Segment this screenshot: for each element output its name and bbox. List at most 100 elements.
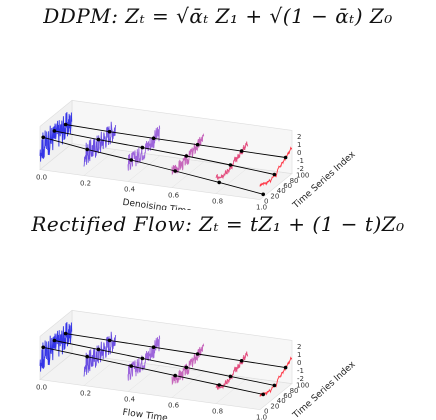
x-axis-label: Flow Time: [122, 408, 169, 420]
trajectory-point: [107, 129, 112, 134]
trajectory-point: [52, 338, 57, 343]
x-tick-label: 0.6: [168, 192, 180, 200]
time-series-curve: [171, 342, 205, 386]
y-tick-label: 0: [264, 408, 268, 416]
trajectory-point: [239, 359, 244, 363]
z-tick-label: 1: [297, 351, 301, 359]
y-tick-label: 60: [283, 392, 292, 400]
y-tick-label: 60: [283, 182, 292, 190]
time-series-curve: [39, 111, 73, 162]
trajectory-point: [41, 135, 45, 140]
trajectory-point: [96, 347, 101, 352]
trajectory-point: [272, 172, 277, 177]
x-tick-label: 0.8: [212, 408, 223, 416]
x-tick-label: 0.2: [80, 180, 91, 188]
x-tick-label: 0.8: [212, 198, 223, 206]
z-tick-label: 2: [297, 133, 301, 141]
time-series-curve: [83, 121, 117, 167]
trajectory-line: [54, 340, 275, 386]
rectified-flow-panel: Rectified Flow: Zₜ = tZ₁ + (1 − t)Z₀ 0.0…: [0, 210, 436, 420]
z-tick-label: 0: [297, 149, 301, 157]
trajectory-point: [283, 155, 288, 160]
trajectory-point: [195, 352, 200, 356]
z-tick-label: 1: [297, 141, 301, 149]
trajectory-point: [96, 137, 101, 142]
trajectory-point: [151, 345, 156, 349]
x-tick-label: 1.0: [256, 414, 267, 420]
trajectory-point: [173, 169, 177, 173]
trajectory-point: [239, 149, 244, 153]
x-tick-label: 0.4: [124, 396, 136, 404]
trajectory-point: [85, 147, 89, 152]
trajectory-point: [217, 383, 221, 387]
time-series-curve: [171, 132, 205, 176]
trajectory-point: [63, 122, 68, 127]
trajectory-point: [173, 373, 177, 378]
trajectory-point: [195, 142, 200, 147]
floor-grid-line: [215, 377, 249, 404]
ddpm-3d-plot: 0.00.20.40.60.81.0020406080100210-1-2Den…: [36, 99, 358, 210]
trajectory-point: [63, 331, 68, 336]
trajectory-line: [43, 346, 264, 395]
trajectory-point: [272, 383, 277, 388]
time-series-curve: [83, 331, 117, 377]
trajectory-point: [283, 365, 288, 370]
trajectory-point: [85, 354, 89, 359]
z-tick-label: -2: [297, 375, 304, 383]
y-tick-label: 0: [264, 198, 268, 206]
trajectory-point: [107, 338, 112, 343]
floor-grid-line: [259, 383, 293, 410]
z-tick-label: 2: [297, 343, 301, 351]
z-tick-label: -1: [297, 367, 304, 375]
trajectory-line: [43, 136, 264, 195]
floor-grid-line: [39, 353, 73, 380]
floor-grid-line: [259, 173, 293, 200]
trajectory-point: [228, 163, 233, 167]
y-tick-label: 80: [290, 177, 299, 185]
x-axis-label: Denoising Time: [122, 198, 193, 210]
trajectory-line: [65, 333, 286, 369]
y-tick-label: 20: [270, 402, 279, 410]
trajectory-point: [129, 158, 133, 162]
trajectory-point: [151, 136, 156, 141]
floor-grid-line: [83, 359, 117, 386]
x-tick-label: 0.2: [80, 390, 91, 398]
rectified-flow-equation: Rectified Flow: Zₜ = tZ₁ + (1 − t)Z₀: [31, 212, 405, 236]
trajectory-point: [228, 374, 233, 379]
trajectory-line: [65, 124, 286, 158]
trajectory-point: [41, 345, 45, 350]
y-tick-label: 20: [270, 192, 279, 200]
x-tick-label: 0.6: [168, 402, 180, 410]
rectified-flow-3d-plot: 0.00.20.40.60.81.0020406080100210-1-2Flo…: [36, 309, 358, 420]
floor-grid-line: [127, 155, 161, 182]
trajectory-point: [52, 129, 57, 133]
trajectory-point: [261, 392, 266, 397]
x-tick-label: 0.0: [36, 174, 47, 182]
floor-grid-line: [215, 167, 249, 194]
floor-grid-line: [39, 143, 73, 170]
trajectory-point: [140, 145, 145, 150]
trajectory-point: [140, 356, 145, 361]
trajectory-point: [217, 180, 221, 185]
trajectory-point: [184, 365, 189, 370]
floor-grid-line: [127, 365, 161, 392]
y-tick-label: 80: [290, 387, 299, 395]
y-tick-label: 40: [277, 187, 286, 195]
x-tick-label: 1.0: [256, 204, 267, 210]
z-tick-label: 0: [297, 359, 301, 367]
y-tick-label: 40: [277, 397, 286, 405]
x-tick-label: 0.4: [124, 186, 136, 194]
ddpm-equation: DDPM: Zₜ = √ᾱₜ Z₁ + √(1 − ᾱₜ) Z₀: [43, 4, 393, 28]
time-series-curve: [39, 321, 73, 372]
trajectory-line: [54, 130, 275, 175]
y-tick-label: 100: [296, 382, 309, 390]
trajectory-point: [261, 192, 266, 197]
y-tick-label: 100: [296, 172, 309, 180]
x-tick-label: 0.0: [36, 384, 47, 392]
time-series-curve: [127, 125, 161, 171]
time-series-curve: [127, 335, 161, 381]
trajectory-point: [184, 154, 189, 158]
z-tick-label: -1: [297, 157, 304, 165]
ddpm-panel: DDPM: Zₜ = √ᾱₜ Z₁ + √(1 − ᾱₜ) Z₀ 0.0 0.2 0…: [36, 4, 393, 210]
z-tick-label: -2: [297, 165, 304, 173]
